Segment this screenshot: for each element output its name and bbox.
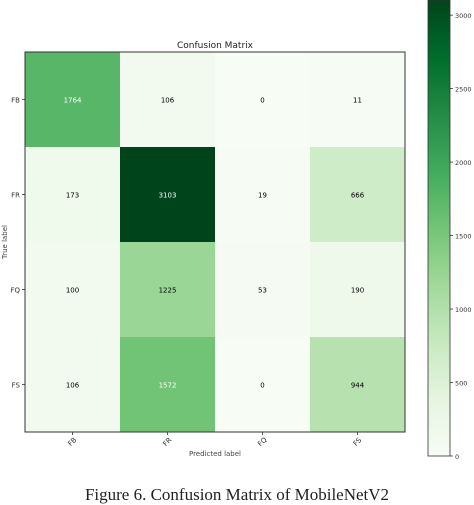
heatmap-cell: [310, 242, 405, 337]
cell-value-label: 53: [258, 287, 267, 295]
cell-value-label: 1764: [64, 97, 82, 105]
colorbar-tick-label: 0: [455, 453, 459, 461]
heatmap-cell: [215, 147, 310, 242]
colorbar-tick-label: 1000: [455, 306, 472, 314]
colorbar-tick-label: 3000: [455, 12, 472, 20]
confusion-matrix-chart: Confusion Matrix 1764 106 0 11 173 3103 19 666 1…: [1, 0, 472, 461]
cell-value-label: 106: [161, 97, 175, 105]
heatmap-cell: [120, 337, 215, 432]
heatmap-cell: [215, 242, 310, 337]
colorbar: [427, 0, 451, 457]
heatmap-cell: [25, 52, 120, 147]
heatmap-cell: [310, 147, 405, 242]
heatmap-cell: [120, 52, 215, 147]
colorbar-tick-label: 500: [455, 380, 467, 388]
heatmap-cell: [310, 52, 405, 147]
cell-value-label: 1572: [159, 382, 177, 390]
colorbar-tick-label: 2500: [455, 86, 472, 94]
heatmap-cell: [25, 337, 120, 432]
colorbar-tick-label: 1500: [455, 233, 472, 241]
cell-value-label: 106: [66, 382, 80, 390]
figure-caption: Figure 6. Confusion Matrix of MobileNetV…: [84, 485, 390, 504]
heatmap-cell: [215, 52, 310, 147]
x-tick-label: FQ: [256, 435, 269, 448]
x-tick-label: FR: [162, 436, 174, 448]
chart-title: Confusion Matrix: [177, 41, 254, 51]
cell-value-label: 173: [66, 192, 79, 200]
x-tick-label: FB: [67, 436, 79, 448]
heatmap-cell: [215, 337, 310, 432]
heatmap-cell: [25, 147, 120, 242]
cell-value-label: 3103: [159, 192, 177, 200]
cell-value-label: 100: [66, 287, 79, 295]
cell-value-label: 0: [260, 382, 264, 390]
heatmap-cell: [310, 337, 405, 432]
cell-value-label: 11: [353, 97, 362, 105]
cell-value-label: 666: [351, 192, 365, 200]
cell-value-label: 1225: [159, 287, 177, 295]
cell-value-label: 190: [351, 287, 364, 295]
y-tick-label: FB: [11, 97, 20, 105]
cell-value-label: 944: [351, 382, 365, 390]
colorbar-tick-label: 2000: [455, 159, 472, 167]
cell-value-label: 19: [258, 192, 267, 200]
heatmap-cell: [120, 242, 215, 337]
y-tick-label: FR: [11, 192, 20, 200]
y-axis-label: True label: [1, 225, 9, 260]
y-tick-label: FS: [12, 382, 21, 390]
x-axis-label: Predicted label: [189, 450, 241, 458]
heatmap-cell: [25, 242, 120, 337]
x-tick-label: FS: [352, 436, 364, 448]
cell-value-label: 0: [260, 97, 264, 105]
plot-frame: [24, 51, 406, 433]
y-tick-label: FQ: [10, 287, 20, 295]
heatmap-cell: [120, 147, 215, 242]
